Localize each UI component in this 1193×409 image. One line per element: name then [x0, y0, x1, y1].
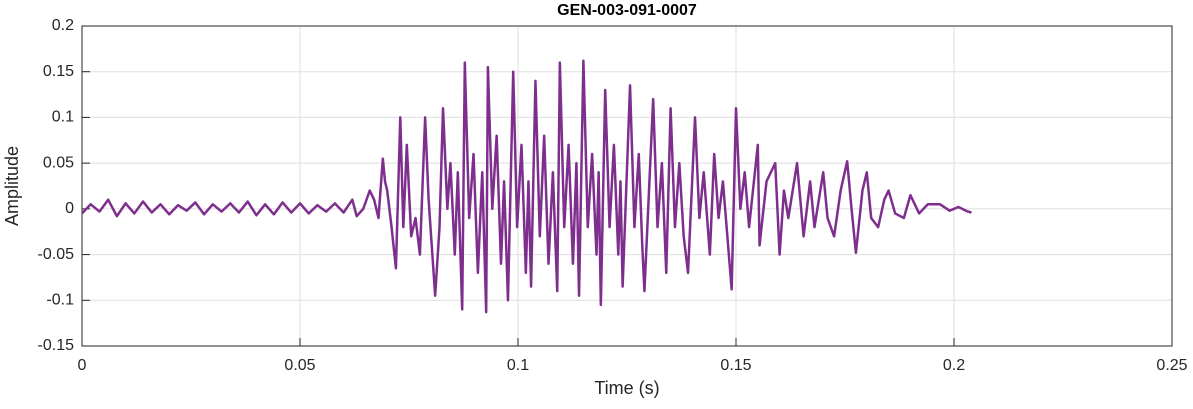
y-tick-label: 0.05: [43, 154, 74, 171]
y-tick-label: -0.15: [38, 337, 75, 354]
x-tick-label: 0.25: [1156, 357, 1187, 374]
x-axis-label: Time (s): [594, 378, 659, 398]
y-tick-label: 0.15: [43, 63, 74, 80]
x-tick-label: 0: [78, 357, 87, 374]
waveform-line: [81, 59, 972, 314]
chart-title: GEN-003-091-0007: [557, 2, 697, 19]
y-tick-label: 0: [65, 200, 74, 217]
x-tick-label: 0.2: [943, 357, 965, 374]
x-tick-label: 0.1: [507, 357, 529, 374]
x-tick-label: 0.05: [284, 357, 315, 374]
axes-box: [81, 25, 1173, 347]
x-tick-label: 0.15: [720, 357, 751, 374]
y-tick-label: 0.1: [52, 109, 74, 126]
y-tick-label: 0.2: [52, 17, 74, 34]
y-tick-label: -0.1: [46, 292, 74, 309]
y-tick-label: -0.05: [38, 246, 75, 263]
y-axis-label: Amplitude: [2, 146, 22, 226]
